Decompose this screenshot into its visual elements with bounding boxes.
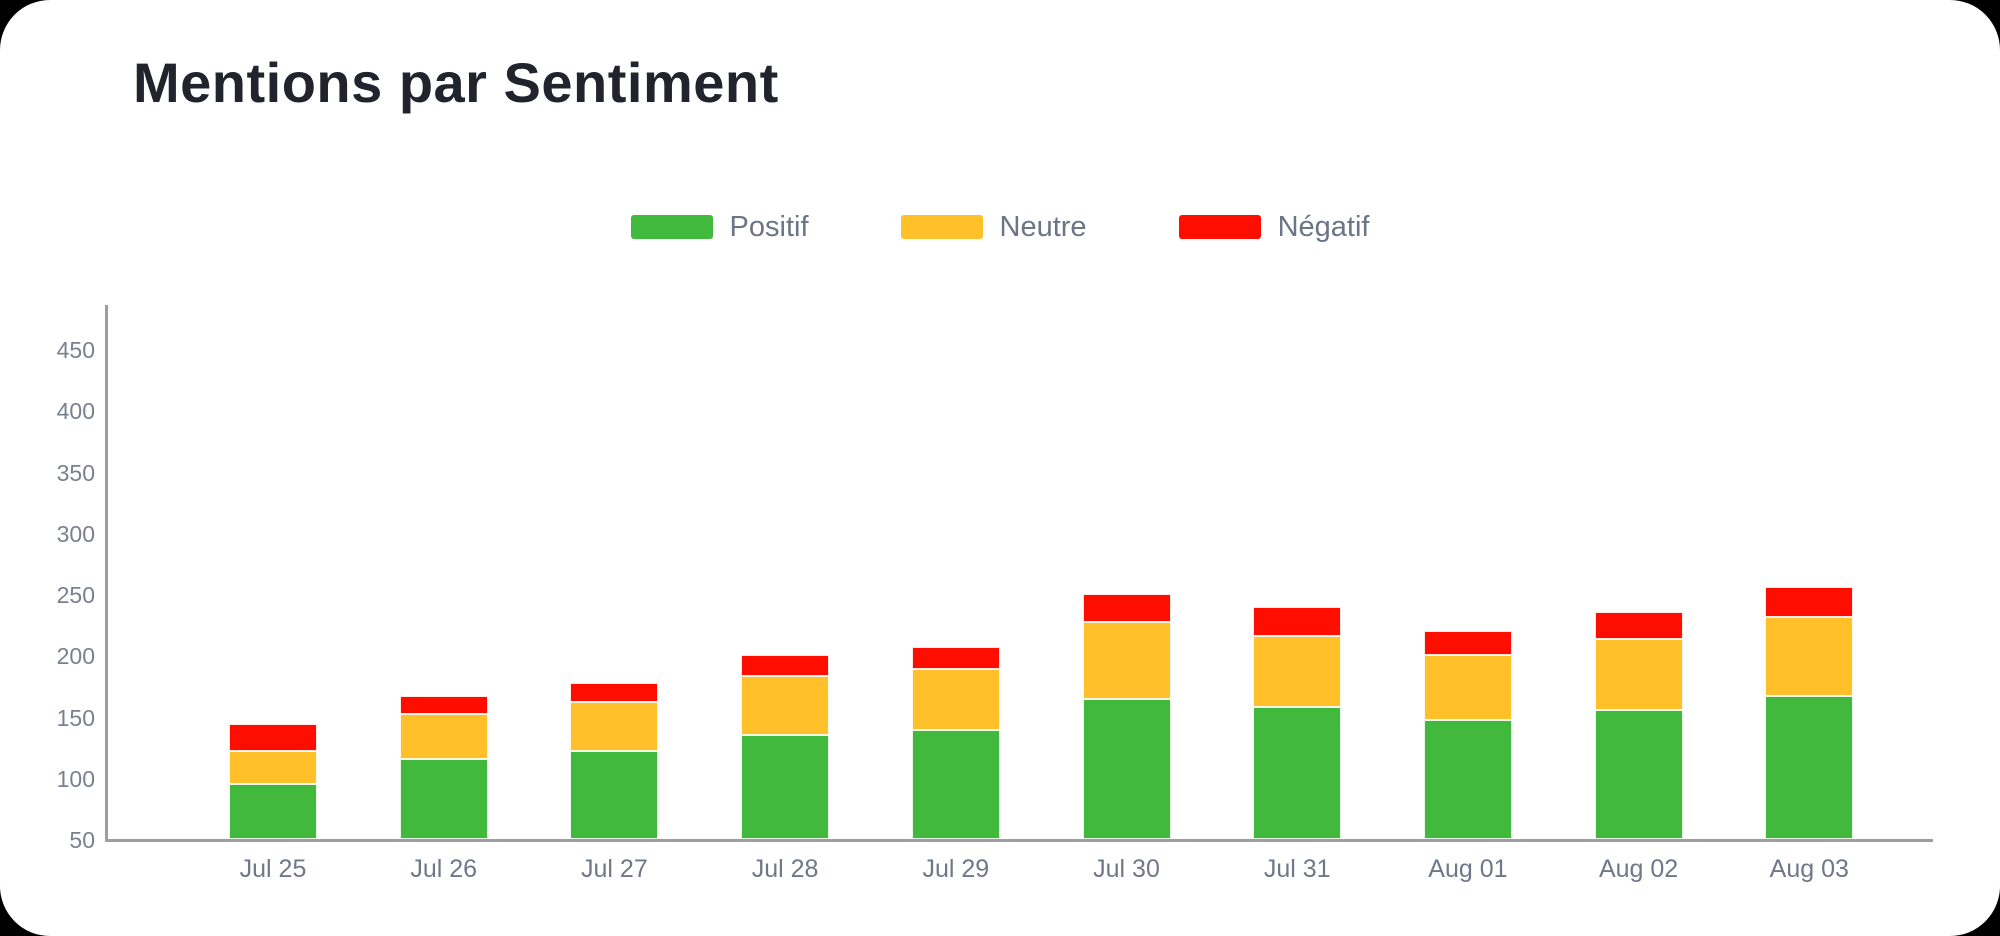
- bar-segment-negatif-jul-26[interactable]: [399, 695, 488, 715]
- bar-segment-positif-jul-26[interactable]: [399, 759, 488, 839]
- legend-label-negatif: Négatif: [1277, 210, 1370, 243]
- bar-segment-positif-aug-01[interactable]: [1423, 720, 1512, 839]
- bar-segment-negatif-jul-29[interactable]: [911, 646, 1000, 669]
- chart-legend: Positif Neutre Négatif: [0, 204, 2000, 250]
- x-axis-label-jul-25: Jul 25: [239, 855, 307, 883]
- x-axis-label-jul-28: Jul 28: [751, 855, 819, 883]
- x-axis-label-jul-30: Jul 30: [1093, 855, 1160, 883]
- bar-segment-negatif-jul-25[interactable]: [229, 723, 317, 751]
- y-axis-tick-250: 250: [56, 582, 95, 608]
- legend-swatch-neutre: [900, 215, 983, 239]
- legend-item-negatif[interactable]: Négatif: [1178, 210, 1370, 244]
- y-axis-tick-400: 400: [56, 398, 95, 425]
- y-axis-tick-450: 450: [56, 337, 95, 363]
- bar-segment-negatif-jul-31[interactable]: [1253, 607, 1342, 636]
- y-axis-tick-350: 350: [56, 459, 95, 486]
- bar-segment-positif-jul-31[interactable]: [1253, 706, 1342, 839]
- legend-label-positif: Positif: [729, 210, 809, 243]
- chart-title: Mentions par Sentiment: [133, 51, 779, 114]
- legend-item-positif[interactable]: Positif: [630, 210, 809, 244]
- bar-segment-positif-jul-30[interactable]: [1082, 699, 1171, 839]
- bar-segment-neutre-jul-30[interactable]: [1082, 622, 1171, 700]
- bar-segment-negatif-aug-03[interactable]: [1765, 586, 1854, 618]
- legend-swatch-positif: [630, 215, 713, 239]
- x-axis-label-aug-02: Aug 02: [1598, 855, 1679, 883]
- y-axis-tick-200: 200: [56, 643, 95, 670]
- x-axis-label-jul-27: Jul 27: [581, 855, 648, 883]
- legend-item-neutre[interactable]: Neutre: [900, 210, 1087, 244]
- y-axis-tick-150: 150: [56, 704, 95, 731]
- bar-segment-negatif-jul-28[interactable]: [741, 655, 830, 677]
- bar-segment-neutre-jul-27[interactable]: [570, 701, 659, 751]
- x-axis-label-jul-26: Jul 26: [410, 855, 478, 883]
- y-axis-line: [105, 305, 108, 842]
- x-axis-label-jul-29: Jul 29: [922, 855, 990, 883]
- bar-segment-negatif-aug-01[interactable]: [1423, 630, 1512, 656]
- bar-segment-neutre-aug-03[interactable]: [1765, 617, 1854, 696]
- bar-segment-neutre-jul-31[interactable]: [1253, 635, 1342, 707]
- bar-segment-neutre-jul-25[interactable]: [229, 750, 317, 784]
- bar-segment-neutre-jul-26[interactable]: [399, 714, 488, 760]
- x-axis-label-jul-31: Jul 31: [1263, 855, 1331, 883]
- y-axis-tick-300: 300: [56, 520, 95, 547]
- bar-segment-neutre-jul-28[interactable]: [741, 676, 830, 735]
- bar-segment-positif-jul-28[interactable]: [741, 734, 830, 839]
- bar-segment-positif-jul-29[interactable]: [911, 729, 1000, 839]
- bar-segment-negatif-aug-02[interactable]: [1594, 612, 1683, 640]
- x-axis-label-aug-01: Aug 01: [1428, 855, 1508, 883]
- y-axis-tick-50: 50: [69, 827, 95, 853]
- bar-segment-negatif-jul-30[interactable]: [1082, 594, 1171, 623]
- y-axis-tick-100: 100: [56, 765, 95, 792]
- bar-segment-negatif-jul-27[interactable]: [570, 683, 659, 702]
- legend-label-neutre: Neutre: [999, 210, 1087, 243]
- bar-segment-positif-jul-25[interactable]: [229, 783, 317, 839]
- legend-swatch-negatif: [1178, 215, 1261, 239]
- x-axis-line: [105, 839, 1933, 842]
- bar-segment-positif-jul-27[interactable]: [570, 750, 659, 839]
- bar-segment-neutre-jul-29[interactable]: [911, 668, 1000, 730]
- bar-segment-positif-aug-03[interactable]: [1765, 695, 1854, 839]
- x-axis-label-aug-03: Aug 03: [1769, 855, 1849, 883]
- bar-segment-positif-aug-02[interactable]: [1594, 710, 1683, 839]
- bar-segment-neutre-aug-02[interactable]: [1594, 639, 1683, 711]
- bar-segment-neutre-aug-01[interactable]: [1423, 655, 1512, 721]
